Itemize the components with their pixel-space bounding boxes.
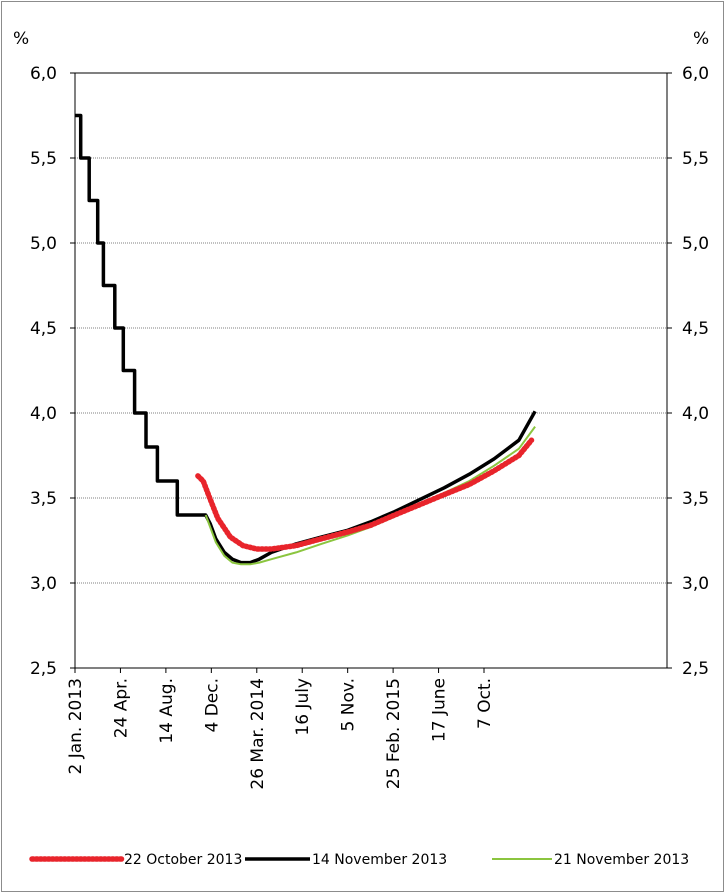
x-tick-label: 26 Mar. 2014 [248, 678, 268, 790]
y-tick-label-left: 4,0 [30, 404, 57, 424]
y-tick-label-left: 5,0 [30, 234, 57, 254]
legend-label: 21 November 2013 [554, 852, 689, 868]
y-axis-right-unit: % [693, 29, 709, 49]
legend-label: 22 October 2013 [124, 852, 242, 868]
plot-area [74, 72, 668, 669]
x-axis: 2 Jan. 2013 24 Apr. 14 Aug. 4 Dec. 26 Mar. 2… [66, 668, 495, 790]
y-tick-label-right: 6,0 [682, 64, 709, 84]
x-tick-label: 2 Jan. 2013 [66, 678, 86, 775]
y-axis-right: 2,5 3,0 3,5 4,0 4,5 5,0 5,5 6,0 [667, 64, 709, 679]
x-tick-label: 5 Nov. [339, 678, 359, 731]
y-tick-label-left: 6,0 [30, 64, 57, 84]
series-line-1 [195, 437, 535, 552]
y-tick-label-left: 3,0 [30, 574, 57, 594]
y-axis-left-unit: % [13, 29, 29, 49]
series-line-3 [204, 426, 536, 566]
y-tick-label-left: 5,5 [30, 149, 57, 169]
series-line-2 [75, 113, 537, 565]
y-axis-left: 2,5 3,0 3,5 4,0 4,5 5,0 5,5 6,0 [30, 64, 75, 679]
y-tick-label-right: 2,5 [682, 659, 709, 679]
y-tick-label-right: 3,5 [682, 489, 709, 509]
y-tick-label-right: 3,0 [682, 574, 709, 594]
x-tick-label: 16 July [293, 678, 313, 736]
y-tick-label-right: 4,0 [682, 404, 709, 424]
x-tick-label: 4 Dec. [202, 678, 222, 733]
y-tick-label-right: 5,0 [682, 234, 709, 254]
x-tick-label: 24 Apr. [111, 678, 131, 738]
y-tick-label-left: 4,5 [30, 319, 57, 339]
y-tick-label-left: 2,5 [30, 659, 57, 679]
x-tick-label: 14 Aug. [157, 678, 177, 744]
legend: 22 October 2013 14 November 2013 21 Novemb… [29, 852, 689, 868]
y-tick-label-left: 3,5 [30, 489, 57, 509]
y-tick-label-right: 4,5 [682, 319, 709, 339]
x-tick-label: 17 June [430, 678, 450, 742]
grid-lines [75, 157, 667, 584]
legend-label: 14 November 2013 [312, 852, 447, 868]
y-tick-label-right: 5,5 [682, 149, 709, 169]
x-tick-label: 25 Feb. 2015 [384, 678, 404, 789]
series-lines [75, 113, 537, 566]
x-tick-label: 7 Oct. [475, 678, 495, 729]
